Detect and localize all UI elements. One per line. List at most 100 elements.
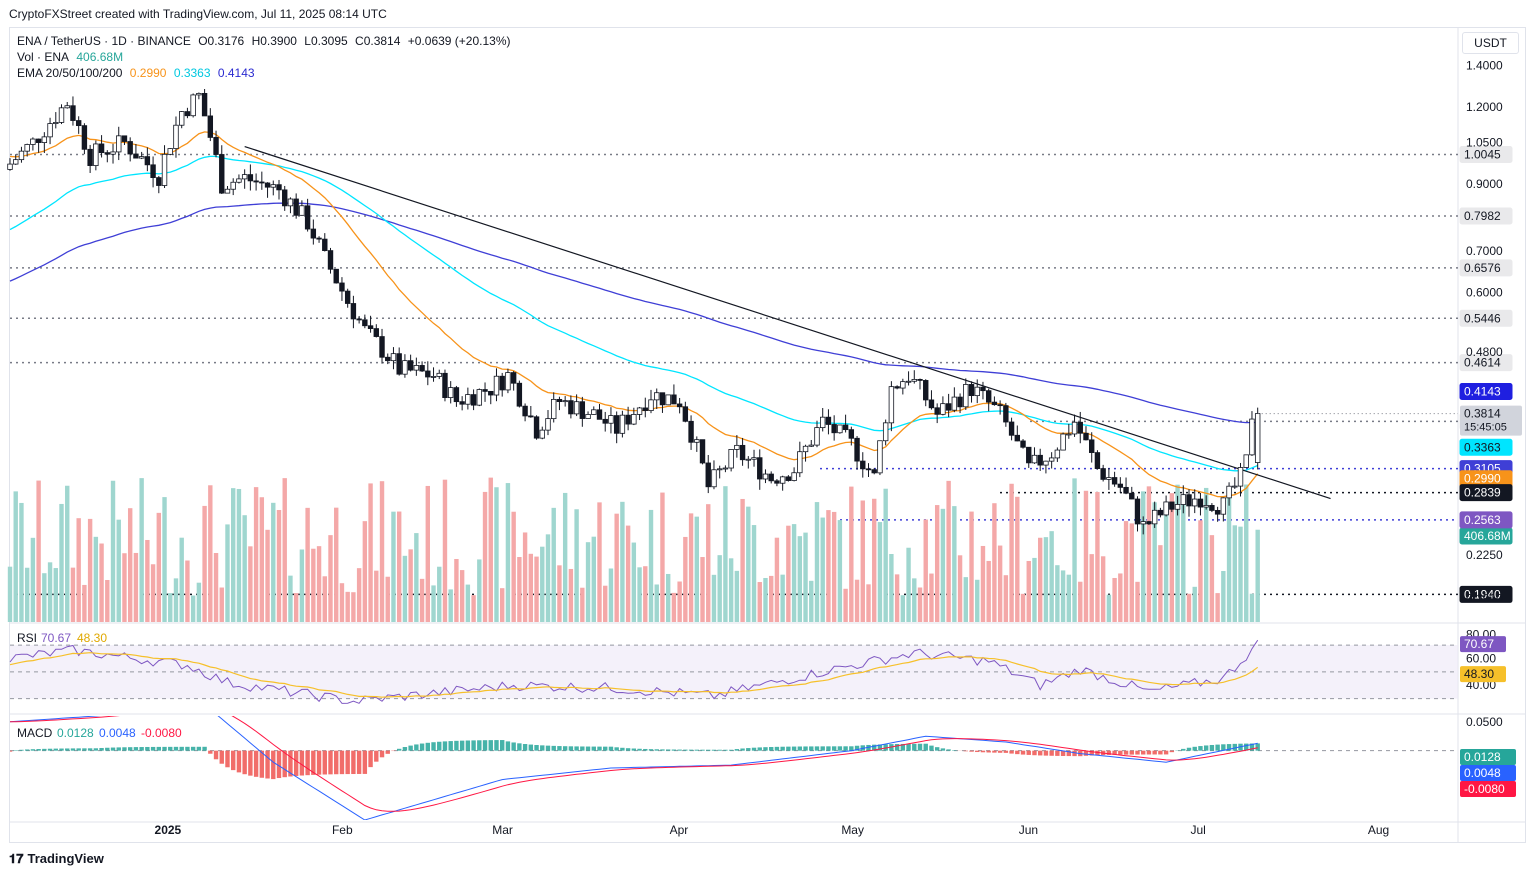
volume-value: 406.68 bbox=[76, 50, 114, 64]
ema-legend[interactable]: EMA 20/50/100/200 0.2990 0.3363 0.4143 bbox=[17, 66, 259, 80]
volume-bar bbox=[889, 554, 894, 622]
macd-histogram-bar bbox=[482, 740, 488, 751]
macd-histogram-bar bbox=[934, 747, 940, 751]
macd-histogram-bar bbox=[757, 747, 762, 751]
volume-bar bbox=[173, 578, 179, 622]
macd-histogram-bar bbox=[534, 745, 539, 751]
macd-histogram-bar bbox=[1032, 750, 1037, 756]
chart-frame bbox=[9, 27, 1526, 843]
symbol-legend[interactable]: ENA / TetherUS · 1D · BINANCE O0.3176 H0… bbox=[17, 34, 515, 48]
macd-histogram-bar bbox=[545, 745, 551, 751]
volume-bar bbox=[127, 508, 133, 622]
volume-bar bbox=[797, 536, 803, 622]
candle-body bbox=[917, 379, 923, 381]
volume-bar bbox=[557, 565, 562, 622]
rsi-ma-box bbox=[1460, 666, 1506, 683]
macd-histogram-bar bbox=[259, 750, 265, 778]
volume-bar bbox=[122, 553, 127, 622]
candle-body bbox=[1237, 467, 1244, 487]
macd-histogram-bar bbox=[248, 750, 253, 776]
macd-histogram-bar bbox=[1009, 750, 1014, 754]
candle-body bbox=[705, 462, 711, 488]
volume-bar bbox=[528, 553, 534, 622]
candle-body bbox=[247, 174, 254, 182]
price-label-box bbox=[1459, 585, 1513, 603]
volume-bar bbox=[1043, 537, 1049, 622]
candle-body bbox=[985, 390, 992, 403]
macd-histogram-bar bbox=[814, 746, 820, 751]
volume-bar bbox=[1015, 496, 1020, 622]
macd-tick-label: 0.0500 bbox=[1466, 715, 1503, 729]
candle-body bbox=[436, 372, 442, 377]
macd-histogram-bar bbox=[431, 742, 436, 751]
macd-histogram-bar bbox=[316, 750, 322, 775]
price-label-box bbox=[1459, 438, 1513, 456]
candle-body bbox=[642, 407, 648, 411]
macd-histogram-bar bbox=[271, 750, 276, 780]
macd-histogram-bar bbox=[1215, 744, 1220, 751]
volume-bar bbox=[940, 508, 946, 622]
volume-bar bbox=[99, 543, 104, 622]
volume-bar bbox=[786, 525, 791, 622]
ema50-value: 0.3363 bbox=[173, 66, 211, 80]
macd-histogram-bar bbox=[87, 748, 93, 751]
volume-bar bbox=[505, 483, 511, 622]
candle-body bbox=[694, 439, 700, 443]
candle-body bbox=[1197, 498, 1204, 508]
macd-histogram-bar bbox=[683, 749, 688, 751]
volume-bar bbox=[459, 570, 465, 622]
candle-body bbox=[791, 472, 797, 481]
volume-bar bbox=[723, 486, 728, 622]
candle-body bbox=[1232, 485, 1238, 488]
candle-body bbox=[253, 180, 259, 183]
volume-bar bbox=[442, 479, 448, 622]
candle-body bbox=[390, 353, 397, 362]
macd-histogram-bar bbox=[396, 748, 402, 751]
macd-histogram-bar bbox=[769, 746, 774, 751]
macd-histogram-bar bbox=[803, 746, 808, 751]
candle-body bbox=[814, 427, 820, 446]
volume-bar bbox=[540, 546, 545, 622]
currency-button[interactable]: USDT bbox=[1462, 32, 1519, 54]
volume-bar bbox=[608, 568, 614, 622]
candle-body bbox=[379, 336, 385, 358]
volume-bar bbox=[1226, 487, 1232, 622]
candle-body bbox=[945, 403, 952, 411]
volume-legend[interactable]: Vol · ENA 406.68M bbox=[17, 50, 127, 64]
macd-histogram-bar bbox=[1089, 750, 1094, 756]
candle-body bbox=[928, 399, 935, 409]
x-tick-label: Apr bbox=[670, 823, 689, 837]
candle-body bbox=[476, 389, 483, 406]
volume-bar bbox=[1232, 525, 1237, 622]
volume-bar bbox=[746, 506, 751, 622]
volume-bar bbox=[477, 559, 482, 622]
candle-body bbox=[1066, 433, 1072, 436]
volume-bar bbox=[1078, 581, 1083, 622]
x-tick-label: Mar bbox=[492, 823, 513, 837]
candle-body bbox=[333, 268, 339, 284]
tradingview-brand[interactable]: 𝟏𝟕 TradingView bbox=[9, 851, 104, 867]
volume-bar bbox=[597, 502, 602, 622]
macd-histogram-bar bbox=[631, 748, 637, 751]
volume-bar bbox=[574, 509, 579, 622]
volume-bar bbox=[185, 560, 190, 622]
volume-bar bbox=[59, 503, 64, 622]
macd-histogram-bar bbox=[975, 750, 980, 753]
candle-body bbox=[734, 444, 740, 450]
macd-histogram-bar bbox=[826, 746, 831, 751]
macd-histogram-bar bbox=[19, 749, 24, 751]
volume-bar bbox=[385, 576, 390, 622]
volume-bar bbox=[591, 536, 596, 622]
candle-body bbox=[877, 440, 883, 474]
volume-bar bbox=[431, 585, 436, 622]
macd-histogram-bar bbox=[917, 743, 923, 751]
candle-body bbox=[842, 424, 849, 431]
macd-histogram-bar bbox=[1221, 744, 1226, 751]
macd-histogram-bar bbox=[963, 750, 968, 752]
volume-bar bbox=[534, 556, 539, 622]
candle-body bbox=[625, 414, 631, 425]
candle-body bbox=[104, 152, 110, 155]
volume-bar bbox=[1026, 560, 1031, 622]
candle-body bbox=[631, 414, 637, 425]
